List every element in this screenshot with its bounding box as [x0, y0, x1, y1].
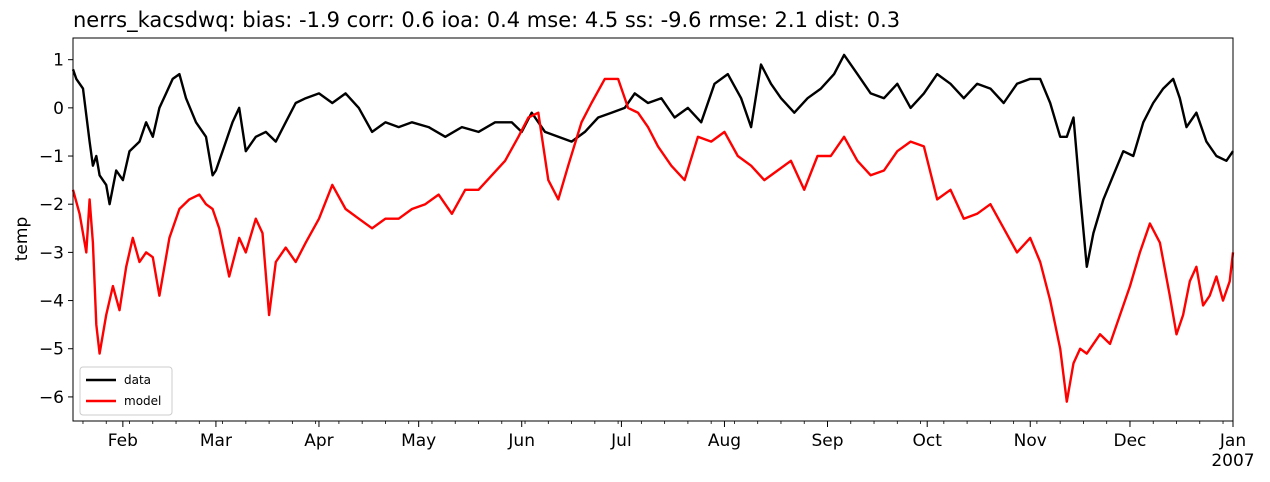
y-tick-label: −5: [39, 340, 64, 360]
x-tick-label: Jul: [610, 431, 632, 451]
x-tick-label: Apr: [304, 431, 333, 451]
x-tick-label: Mar: [200, 431, 232, 451]
y-tick-label: −3: [39, 243, 64, 263]
x-tick-label: Jan: [1219, 431, 1246, 451]
legend: data model: [79, 366, 173, 416]
x-tick-label: Dec: [1114, 431, 1147, 451]
series-line-data: [71, 53, 1234, 268]
y-tick-label: −1: [39, 147, 64, 167]
x-tick-label: Aug: [708, 431, 741, 451]
chart-title: nerrs_kacsdwq: bias: -1.9 corr: 0.6 ioa:…: [73, 8, 900, 33]
y-tick-label: −2: [39, 195, 64, 215]
x-tick-label: Nov: [1014, 431, 1047, 451]
x-tick-label: Feb: [108, 431, 138, 451]
y-axis-label: temp: [12, 217, 32, 261]
series-line-model: [71, 77, 1235, 403]
y-tick-label: 0: [53, 99, 64, 119]
legend-label-data: data: [124, 373, 151, 387]
x-tick-label: Oct: [913, 431, 943, 451]
x-tick-sublabel: 2007: [1211, 451, 1254, 471]
y-tick-label: −4: [39, 292, 64, 312]
x-tick-label: Sep: [811, 431, 843, 451]
x-tick-label: May: [401, 431, 436, 451]
y-tick-label: −6: [39, 388, 64, 408]
legend-label-model: model: [124, 394, 161, 408]
plot-frame: [72, 37, 1234, 422]
x-tick-label: Jun: [507, 431, 535, 451]
plot-area: [71, 53, 1235, 403]
y-tick-label: 1: [53, 51, 64, 71]
